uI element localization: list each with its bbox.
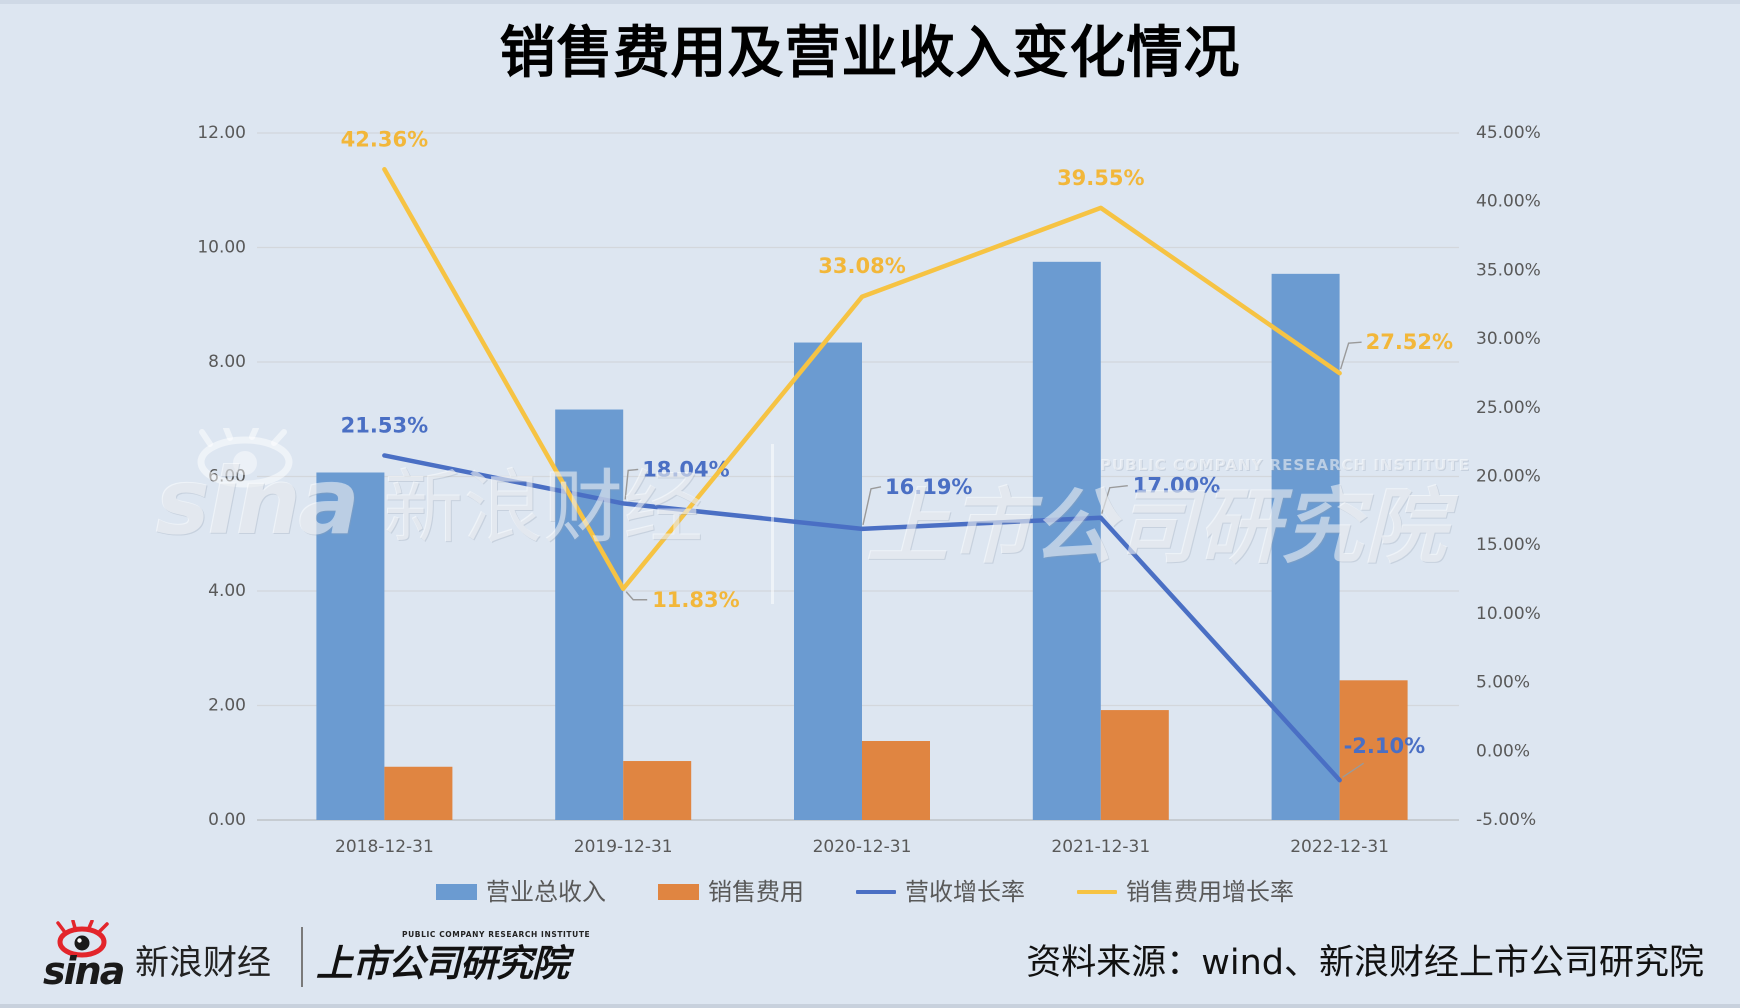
- x-axis-tick-label: 2021-12-31: [1051, 837, 1150, 857]
- revenue-growth-data-label: 16.19%: [885, 475, 972, 499]
- right-axis-tick-label: 15.00%: [1476, 535, 1541, 555]
- right-axis-tick-label: 40.00%: [1476, 192, 1541, 212]
- legend-item-sales-expense-growth: 销售费用增长率: [1077, 876, 1294, 908]
- sales-expense-growth-leader-line: [1339, 341, 1362, 370]
- source-note: 资料来源：wind、新浪财经上市公司研究院: [1026, 943, 1704, 983]
- sales-expense-bar: [1100, 710, 1169, 820]
- legend-label-sales-expense-growth: 销售费用增长率: [1126, 878, 1294, 906]
- right-axis-tick-label: 35.00%: [1476, 260, 1541, 280]
- left-axis-tick-label: 4.00: [208, 581, 246, 601]
- right-axis-tick-label: 45.00%: [1476, 123, 1541, 143]
- legend-label-sales-expense: 销售费用: [708, 878, 804, 906]
- right-axis-tick-label: -5.00%: [1476, 810, 1536, 830]
- revenue-bar: [1271, 273, 1340, 821]
- revenue-growth-leader-line: [1101, 485, 1128, 514]
- footer-brand-name: 新浪财经: [135, 943, 271, 983]
- revenue-bar: [794, 342, 862, 820]
- left-axis-tick-label: 10.00: [197, 238, 246, 258]
- revenue-growth-point: [860, 526, 864, 531]
- sales-expense-growth-point: [860, 294, 864, 299]
- sales-expense-growth-data-label: 33.08%: [818, 254, 905, 278]
- top-edge: [0, 0, 1740, 4]
- revenue-growth-point: [1098, 515, 1103, 520]
- sales-expense-bar: [1339, 680, 1408, 820]
- sales-expense-growth-point: [1098, 205, 1103, 210]
- revenue-bars: [316, 261, 1340, 821]
- revenue-growth-data-label: 21.53%: [341, 413, 428, 437]
- revenue-growth-line-group: 21.53%18.04%16.19% 17.00%-2.10%: [341, 413, 1426, 783]
- left-axis-tick-label: 2.00: [208, 696, 246, 716]
- revenue-growth-leader-line: [624, 468, 639, 500]
- legend: 营业总收入 销售费用 营收增长率 销售费用增长率: [436, 876, 1346, 908]
- revenue-growth-data-label: 17.00%: [1133, 474, 1220, 498]
- sales-expense-growth-leader-line: [625, 591, 648, 601]
- gridlines: [257, 132, 1459, 821]
- revenue-bar: [316, 472, 385, 820]
- legend-swatch-sales-expense: [658, 884, 699, 900]
- sales-expense-bar: [862, 740, 930, 820]
- legend-item-sales-expense: 销售费用: [658, 876, 804, 908]
- sina-logo-text: sina: [43, 949, 124, 992]
- right-axis-tick-label: 30.00%: [1476, 329, 1541, 349]
- x-axis-tick-label: 2018-12-31: [335, 837, 434, 857]
- legend-label-revenue: 营业总收入: [486, 878, 606, 906]
- legend-item-revenue-growth: 营收增长率: [856, 876, 1025, 908]
- x-axis-tick-label: 2022-12-31: [1290, 837, 1389, 857]
- right-axis-tick-label: 25.00%: [1476, 398, 1541, 418]
- sales-expense-bars: [384, 680, 1408, 820]
- sina-logo: sina: [43, 920, 126, 992]
- right-axis-tick-label: 0.00%: [1476, 741, 1530, 761]
- sales-expense-growth-data-label: 11.83%: [652, 588, 739, 612]
- bottom-edge: [0, 1004, 1740, 1008]
- right-axis-tick-label: 20.00%: [1476, 467, 1541, 487]
- legend-swatch-revenue-growth: [856, 890, 896, 894]
- revenue-growth-point: [621, 501, 626, 506]
- footer-institute-logo: 上市公司研究院: [316, 942, 569, 985]
- legend-swatch-revenue: [436, 884, 477, 900]
- sales-expense-growth-data-label: 42.36%: [341, 127, 428, 151]
- sina-eye-icon: [56, 920, 109, 958]
- sales-expense-growth-point: [621, 586, 626, 591]
- revenue-growth-point: [1337, 778, 1342, 783]
- x-axis-tick-label: 2020-12-31: [813, 837, 912, 857]
- footer-divider: [301, 927, 303, 987]
- right-axis-tick-label: 5.00%: [1476, 673, 1530, 693]
- sales-expense-growth-data-label: 39.55%: [1057, 166, 1144, 190]
- legend-swatch-sales-expense-growth: [1077, 890, 1117, 894]
- sales-expense-growth-point: [382, 167, 387, 172]
- revenue-growth-leader-line: [1342, 762, 1364, 778]
- left-axis-tick-label: 8.00: [208, 352, 246, 372]
- sales-expense-growth-line-group: 42.36% 11.83% 33.08% 39.55% 27.52%: [341, 127, 1453, 611]
- legend-item-revenue: 营业总收入: [436, 876, 606, 908]
- x-axis-tick-label: 2019-12-31: [574, 837, 673, 857]
- legend-label-revenue-growth: 营收增长率: [905, 878, 1025, 906]
- revenue-growth-data-label: -2.10%: [1344, 734, 1426, 758]
- sales-expense-bar: [623, 761, 692, 820]
- left-axis-tick-label: 0.00: [208, 810, 246, 830]
- right-axis-tick-label: 10.00%: [1476, 604, 1541, 624]
- revenue-bar: [555, 409, 624, 820]
- sales-expense-bar: [384, 766, 453, 820]
- revenue-bar: [1032, 261, 1101, 820]
- sales-expense-growth-data-label: 27.52%: [1366, 330, 1453, 354]
- chart-title: 销售费用及营业收入变化情况: [499, 21, 1241, 86]
- footer-institute-en: PUBLIC COMPANY RESEARCH INSTITUTE: [402, 930, 591, 939]
- revenue-growth-point: [382, 453, 387, 458]
- revenue-growth-leader-line: [862, 486, 882, 526]
- left-axis-tick-label: 12.00: [197, 123, 246, 143]
- left-axis-tick-label: 6.00: [208, 467, 246, 487]
- sales-expense-growth-point: [1337, 371, 1342, 376]
